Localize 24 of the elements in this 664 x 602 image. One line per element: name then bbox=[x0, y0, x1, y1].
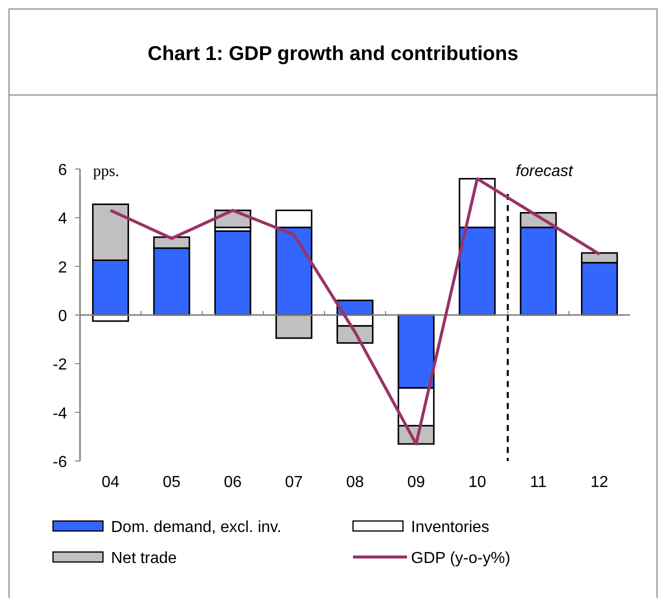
x-tick-label: 11 bbox=[530, 474, 547, 491]
chart-title: Chart 1: GDP growth and contributions bbox=[148, 43, 518, 65]
x-tick-label: 10 bbox=[468, 474, 486, 491]
y-tick-label: -4 bbox=[52, 405, 68, 422]
y-tick-label: 6 bbox=[58, 162, 68, 179]
y-axis-title: pps. bbox=[93, 163, 120, 180]
x-tick-label: 07 bbox=[284, 474, 303, 491]
x-tick-label: 05 bbox=[162, 474, 181, 491]
x-tick-label: 09 bbox=[407, 474, 426, 491]
y-tick-label: 2 bbox=[58, 259, 68, 276]
x-tick-label: 08 bbox=[346, 474, 364, 491]
legend-label: Inventories bbox=[411, 519, 490, 536]
ref-line-label: forecast bbox=[516, 163, 574, 180]
x-tick-label: 12 bbox=[590, 474, 608, 491]
legend-label: Dom. demand, excl. inv. bbox=[111, 519, 282, 536]
y-tick-label: -6 bbox=[52, 454, 68, 471]
bar bbox=[214, 230, 252, 316]
y-tick-label: 0 bbox=[58, 308, 68, 325]
x-tick-label: 06 bbox=[224, 474, 242, 491]
x-tick-label: 04 bbox=[102, 474, 120, 491]
legend-label: Net trade bbox=[111, 550, 177, 567]
y-tick-label: -2 bbox=[52, 356, 68, 374]
legend-label: GDP (y-o-y%) bbox=[411, 550, 510, 567]
y-tick-label: 4 bbox=[58, 210, 68, 228]
